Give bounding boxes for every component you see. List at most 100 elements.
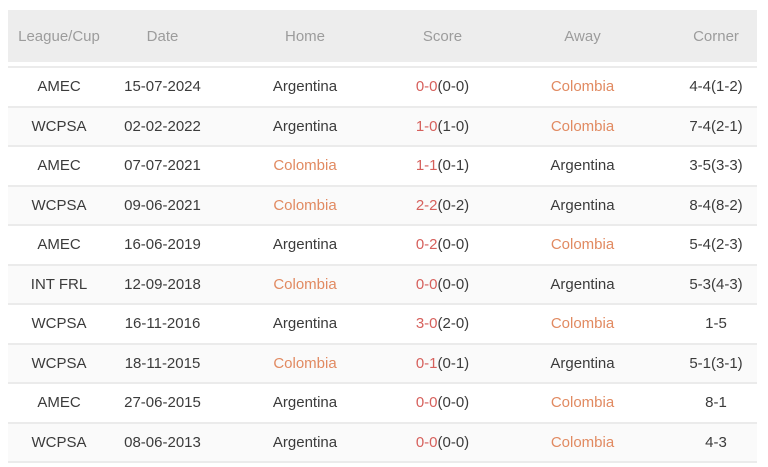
match-row[interactable]: WCPSA 16-11-2016 Argentina 3-0(2-0) Colo… [8, 305, 757, 345]
column-header-corner: Corner [693, 27, 739, 45]
head-to-head-table: League/Cup Date Home Score Away Corner A… [8, 10, 757, 463]
fulltime-score: 0-0 [415, 394, 438, 412]
league-cell: WCPSA [31, 196, 87, 214]
halftime-score: (2-0) [437, 315, 470, 333]
corner-cell: 5-3(4-3) [689, 275, 743, 293]
date-cell: 15-07-2024 [124, 78, 201, 96]
away-team-cell: Argentina [550, 275, 615, 293]
score-cell: 3-0(2-0) [395, 315, 490, 332]
league-cell: AMEC [37, 157, 81, 175]
home-team-cell: Argentina [272, 433, 338, 451]
fulltime-score: 1-1 [415, 157, 438, 175]
away-team-cell: Argentina [550, 157, 615, 175]
away-team-cell: Argentina [550, 354, 615, 372]
score-cell: 0-0(0-0) [395, 434, 490, 451]
halftime-score: (0-2) [437, 196, 470, 214]
fulltime-score: 0-0 [415, 275, 438, 293]
home-team-cell: Colombia [273, 275, 337, 293]
table-header-row: League/Cup Date Home Score Away Corner [8, 10, 757, 62]
corner-cell: 4-3 [705, 433, 727, 451]
match-row[interactable]: AMEC 07-07-2021 Colombia 1-1(0-1) Argent… [8, 147, 757, 187]
corner-cell: 5-4(2-3) [689, 236, 743, 254]
match-row[interactable]: WCPSA 08-06-2013 Argentina 0-0(0-0) Colo… [8, 423, 757, 463]
league-cell: WCPSA [31, 433, 87, 451]
match-row[interactable]: WCPSA 02-02-2022 Argentina 1-0(1-0) Colo… [8, 107, 757, 147]
corner-cell: 1-5 [705, 315, 727, 333]
score-cell: 2-2(0-2) [395, 197, 490, 214]
fulltime-score: 0-0 [415, 433, 438, 451]
away-team-cell: Argentina [550, 196, 615, 214]
fulltime-score: 1-0 [415, 117, 438, 135]
halftime-score: (0-0) [437, 394, 470, 412]
column-header-home: Home [284, 27, 325, 45]
score-cell: 1-0(1-0) [395, 118, 490, 135]
corner-cell: 4-4(1-2) [689, 78, 743, 96]
match-row[interactable]: WCPSA 18-11-2015 Colombia 0-1(0-1) Argen… [8, 344, 757, 384]
column-header-score: Score [422, 27, 463, 45]
date-cell: 09-06-2021 [124, 196, 201, 214]
score-cell: 1-1(0-1) [395, 157, 490, 174]
date-cell: 27-06-2015 [124, 394, 201, 412]
home-team-cell: Colombia [273, 157, 337, 175]
league-cell: AMEC [37, 236, 81, 254]
home-team-cell: Colombia [273, 354, 337, 372]
home-team-cell: Argentina [272, 117, 338, 135]
column-header-away: Away [564, 27, 601, 45]
league-cell: AMEC [37, 394, 81, 412]
date-cell: 16-11-2016 [124, 315, 201, 333]
home-team-cell: Argentina [272, 394, 338, 412]
table-body: AMEC 15-07-2024 Argentina 0-0(0-0) Colom… [8, 66, 757, 463]
away-team-cell: Colombia [550, 315, 615, 333]
score-cell: 0-2(0-0) [395, 236, 490, 253]
score-cell: 0-0(0-0) [395, 394, 490, 411]
fulltime-score: 0-2 [415, 236, 438, 254]
date-cell: 07-07-2021 [124, 157, 201, 175]
halftime-score: (0-1) [437, 354, 470, 372]
halftime-score: (1-0) [437, 117, 470, 135]
halftime-score: (0-1) [437, 157, 470, 175]
match-row[interactable]: AMEC 16-06-2019 Argentina 0-2(0-0) Colom… [8, 226, 757, 266]
away-team-cell: Colombia [550, 433, 615, 451]
corner-cell: 7-4(2-1) [689, 117, 743, 135]
away-team-cell: Colombia [550, 236, 615, 254]
league-cell: WCPSA [31, 354, 87, 372]
score-cell: 0-0(0-0) [395, 78, 490, 95]
halftime-score: (0-0) [437, 236, 470, 254]
column-header-date: Date [146, 27, 179, 45]
column-header-league-cup: League/Cup [18, 27, 100, 45]
score-cell: 0-1(0-1) [395, 355, 490, 372]
away-team-cell: Colombia [550, 394, 615, 412]
home-team-cell: Argentina [272, 236, 338, 254]
date-cell: 02-02-2022 [124, 117, 201, 135]
away-team-cell: Colombia [550, 78, 615, 96]
corner-cell: 8-4(8-2) [689, 196, 743, 214]
match-row[interactable]: INT FRL 12-09-2018 Colombia 0-0(0-0) Arg… [8, 265, 757, 305]
home-team-cell: Argentina [272, 78, 338, 96]
date-cell: 16-06-2019 [124, 236, 201, 254]
away-team-cell: Colombia [550, 117, 615, 135]
score-cell: 0-0(0-0) [395, 276, 490, 293]
home-team-cell: Colombia [273, 196, 337, 214]
fulltime-score: 3-0 [415, 315, 438, 333]
match-row[interactable]: WCPSA 09-06-2021 Colombia 2-2(0-2) Argen… [8, 186, 757, 226]
halftime-score: (0-0) [437, 433, 470, 451]
league-cell: WCPSA [31, 117, 87, 135]
fulltime-score: 0-0 [415, 78, 438, 96]
date-cell: 18-11-2015 [124, 354, 201, 372]
corner-cell: 3-5(3-3) [689, 157, 743, 175]
corner-cell: 5-1(3-1) [689, 354, 743, 372]
date-cell: 12-09-2018 [124, 275, 201, 293]
fulltime-score: 2-2 [415, 196, 438, 214]
fulltime-score: 0-1 [415, 354, 438, 372]
league-cell: AMEC [37, 78, 81, 96]
halftime-score: (0-0) [437, 78, 470, 96]
halftime-score: (0-0) [437, 275, 470, 293]
match-row[interactable]: AMEC 27-06-2015 Argentina 0-0(0-0) Colom… [8, 384, 757, 424]
match-row[interactable]: AMEC 15-07-2024 Argentina 0-0(0-0) Colom… [8, 68, 757, 108]
league-cell: WCPSA [31, 315, 87, 333]
league-cell: INT FRL [30, 275, 88, 293]
home-team-cell: Argentina [272, 315, 338, 333]
date-cell: 08-06-2013 [124, 433, 201, 451]
corner-cell: 8-1 [705, 394, 727, 412]
